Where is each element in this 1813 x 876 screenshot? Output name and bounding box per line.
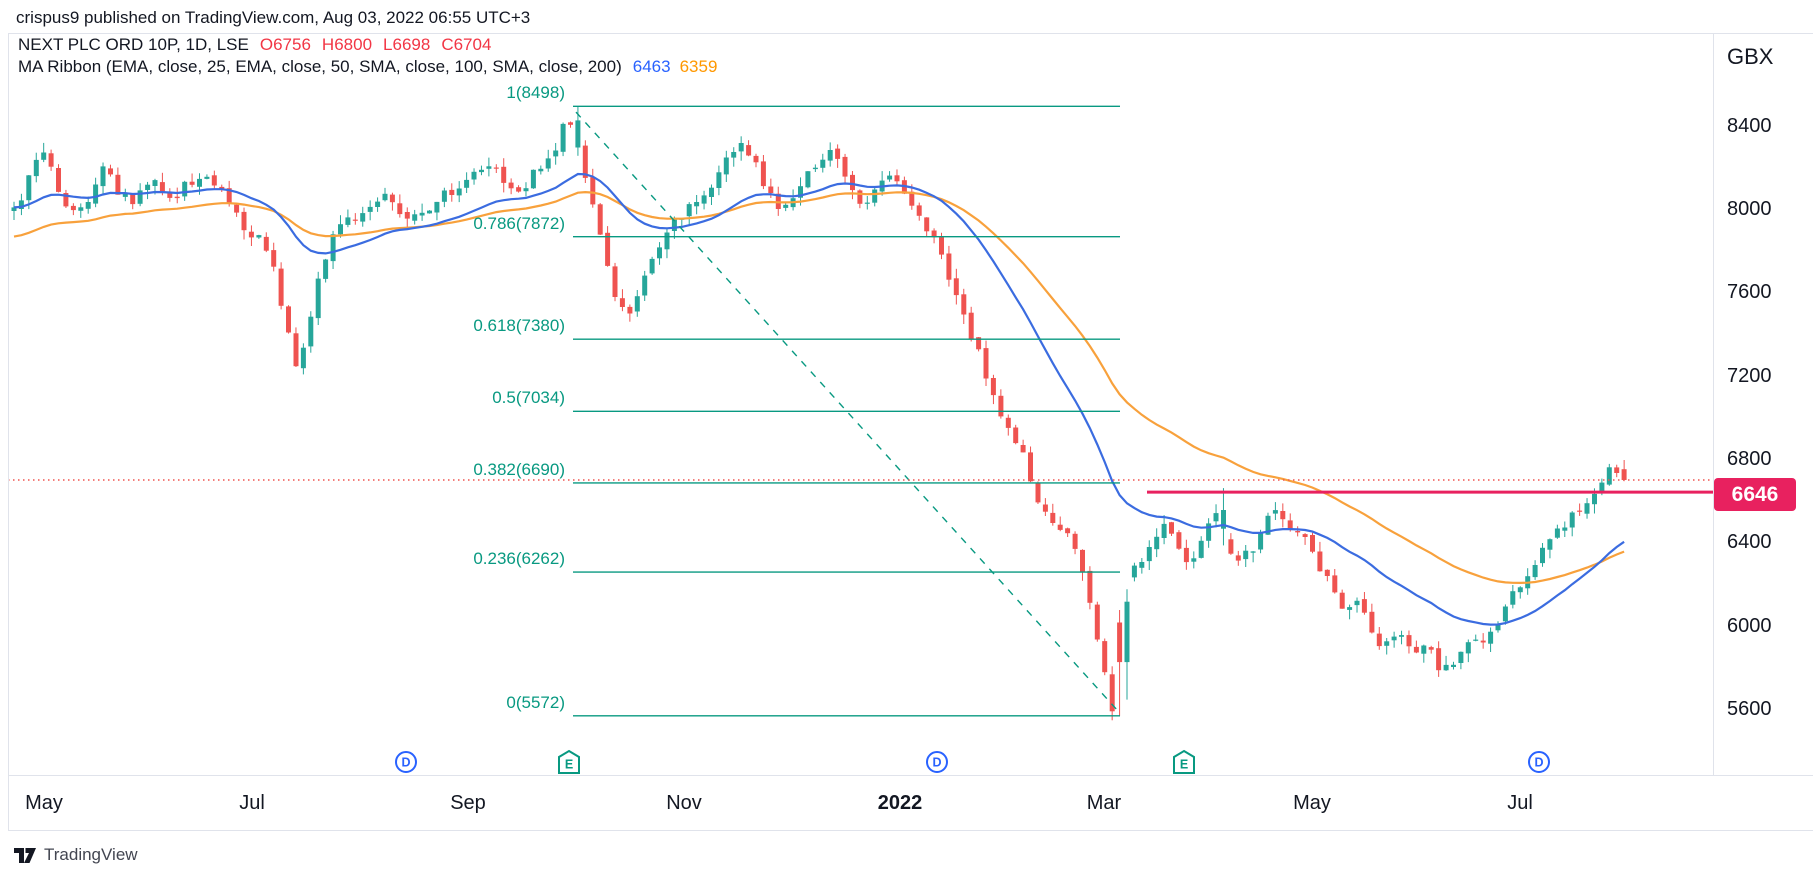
high-value: H6800 [321, 35, 373, 54]
price-tick-label: 6800 [1727, 448, 1772, 470]
earnings-icon: E [1173, 749, 1195, 774]
dividend-icon: D [926, 751, 948, 773]
earnings-icon: E [558, 749, 580, 774]
ma-fast-value: 6463 [632, 57, 671, 76]
fib-level-label: 0.236(6262) [473, 549, 565, 568]
svg-text:E: E [565, 758, 573, 772]
svg-text:D: D [401, 756, 410, 770]
symbol-title: NEXT PLC ORD 10P, 1D, LSE [18, 35, 249, 54]
time-axis-separator [8, 775, 1813, 776]
fib-level-label: 0(5572) [506, 693, 565, 712]
ma-fast-line [13, 172, 1625, 626]
dividend-icon: D [395, 751, 417, 773]
svg-text:E: E [1180, 758, 1188, 772]
price-axis[interactable]: GBX 8400 8000 7600 7200 6800 6400 6000 5600 664… [1713, 33, 1813, 775]
chart-legend: NEXT PLC ORD 10P, 1D, LSE O6756 H6800 L6698… [18, 35, 717, 79]
price-axis-currency: GBX [1727, 44, 1774, 69]
time-tick-label: Mar [1086, 792, 1122, 814]
earnings-marker[interactable]: E [1172, 749, 1196, 775]
fib-level-label: 0.382(6690) [473, 460, 565, 479]
time-tick-label: May [1293, 792, 1331, 814]
time-tick-label: Jul [239, 792, 265, 814]
symbol-legend-row[interactable]: NEXT PLC ORD 10P, 1D, LSE O6756 H6800 L6698… [18, 35, 717, 56]
time-tick-label: Jul [1507, 792, 1533, 814]
ray-price-label: 6646 [1714, 478, 1796, 511]
dividend-marker[interactable]: D [1527, 749, 1551, 775]
dividend-marker[interactable]: D [925, 749, 949, 775]
svg-text:D: D [1534, 756, 1543, 770]
dividend-marker[interactable]: D [394, 749, 418, 775]
close-value: C6704 [441, 35, 492, 54]
ma-slow-line [13, 190, 1625, 585]
price-tick-label: 8400 [1727, 115, 1772, 137]
dividend-icon: D [1528, 751, 1550, 773]
tradingview-logo-icon [14, 847, 36, 863]
price-tick-label: 8000 [1727, 198, 1772, 220]
price-tick-label: 6400 [1727, 531, 1772, 553]
fib-level-label: 0.786(7872) [473, 214, 565, 233]
price-tick-label: 5600 [1727, 698, 1772, 720]
fib-level-label: 0.5(7034) [492, 388, 565, 407]
time-tick-label: Sep [450, 792, 486, 814]
price-tick-label: 6000 [1727, 615, 1772, 637]
tradingview-watermark[interactable]: TradingView [13, 845, 138, 865]
earnings-marker[interactable]: E [557, 749, 581, 775]
svg-text:D: D [932, 756, 941, 770]
ma-ribbon-title: MA Ribbon (EMA, close, 25, EMA, close, 5… [18, 57, 622, 76]
chart-bottom-border [8, 830, 1813, 831]
ma-slow-value: 6359 [679, 57, 718, 76]
candlestick-series [11, 106, 1627, 721]
publish-attribution: crispus9 published on TradingView.com, A… [16, 8, 531, 27]
price-tick-label: 7200 [1727, 365, 1772, 387]
low-value: L6698 [383, 35, 431, 54]
tradingview-watermark-text: TradingView [44, 845, 138, 864]
fib-level-label: 0.618(7380) [473, 316, 565, 335]
pane-left-border [8, 33, 9, 830]
pane-top-border [8, 33, 1813, 34]
time-tick-label: Nov [666, 792, 702, 814]
time-tick-label: May [25, 792, 63, 814]
open-value: O6756 [259, 35, 311, 54]
fib-retracement-drawing[interactable] [573, 105, 1120, 717]
price-axis-separator [1713, 33, 1714, 775]
fib-trend-line[interactable] [575, 111, 1120, 713]
indicator-legend-row[interactable]: MA Ribbon (EMA, close, 25, EMA, close, 5… [18, 57, 717, 78]
price-tick-label: 7600 [1727, 281, 1772, 303]
time-axis[interactable]: May Jul Sep Nov 2022 Mar May Jul [8, 775, 1813, 830]
time-tick-label: 2022 [877, 792, 923, 814]
fib-level-label: 1(8498) [506, 83, 565, 102]
